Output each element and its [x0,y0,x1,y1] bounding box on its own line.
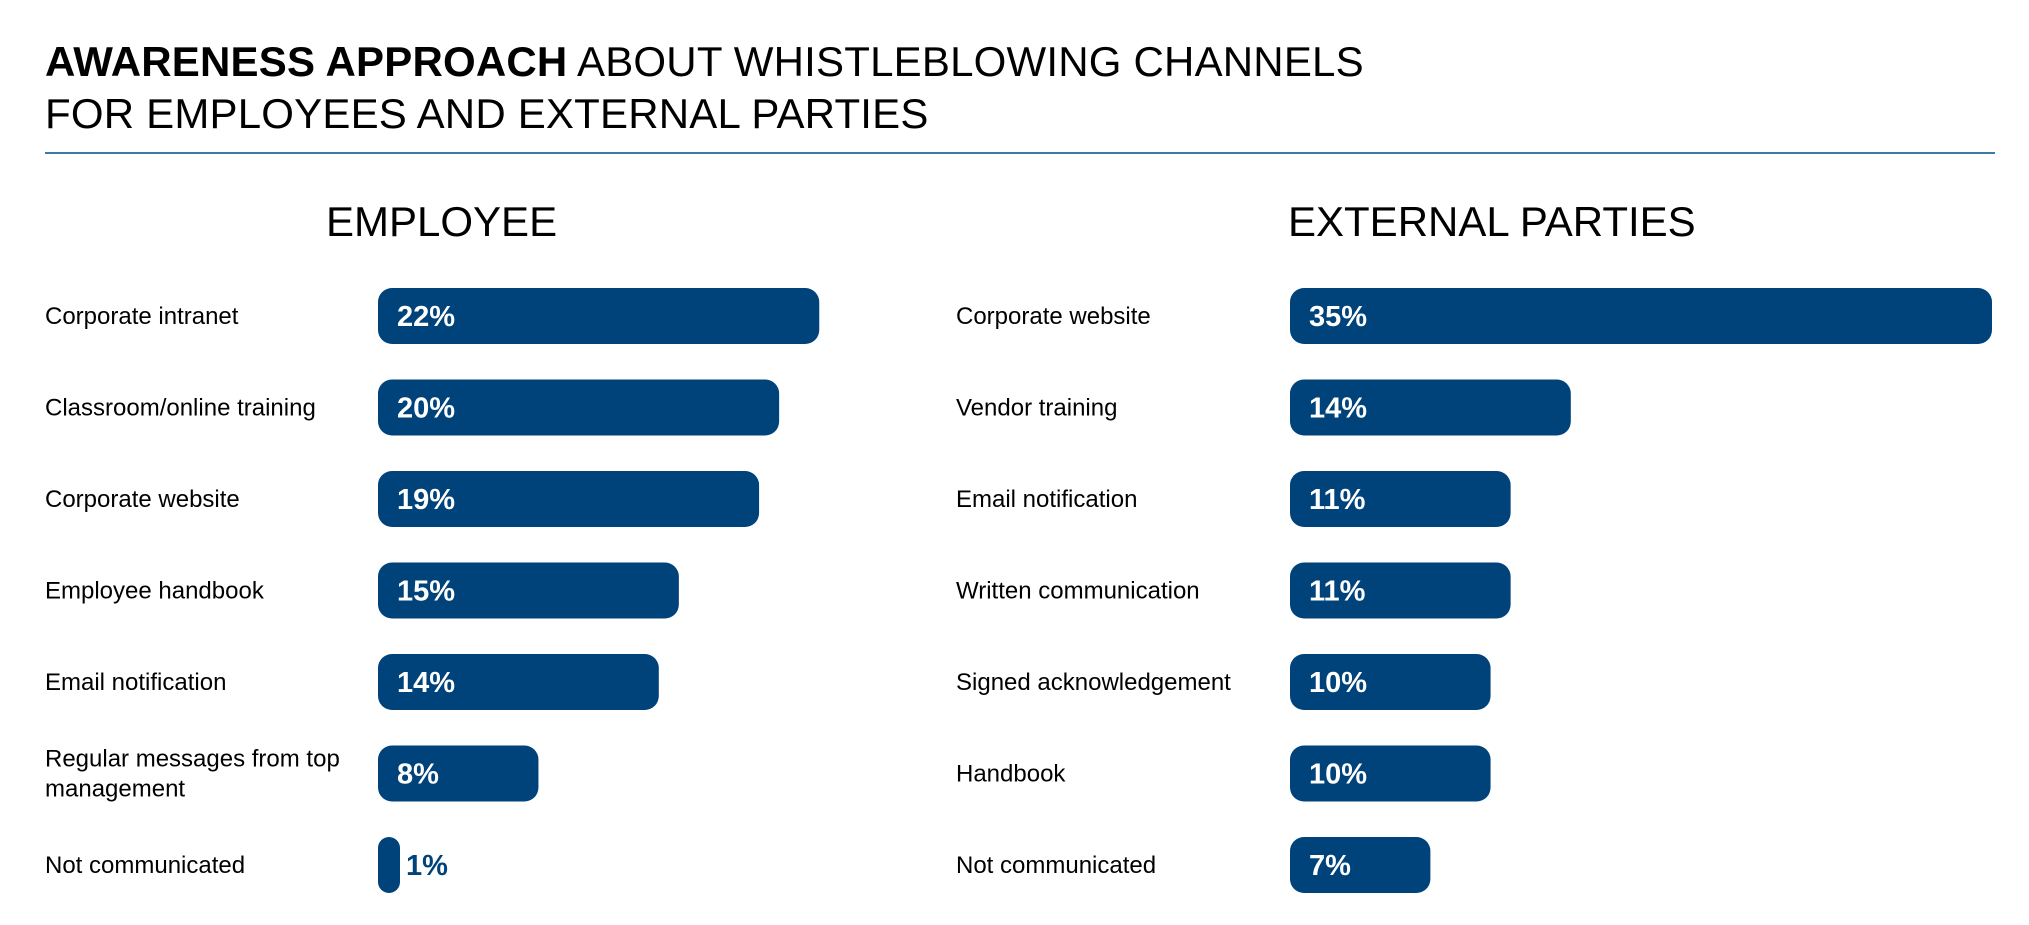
value-label: 35% [1309,301,1367,333]
category-label: Signed acknowledgement [956,669,1231,696]
bar [1290,837,1431,893]
bar [378,471,760,527]
value-label: 14% [397,667,455,699]
chart-title: AWARENESS APPROACH ABOUT WHISTLEBLOWING … [45,36,1364,140]
category-label: Vendor training [956,395,1117,422]
value-label: 11% [1309,576,1366,608]
bar [1290,562,1511,619]
value-label: 22% [397,301,455,333]
bar [378,379,780,436]
bar [1290,654,1491,710]
value-label: 8% [397,759,439,791]
value-label: 10% [1309,667,1367,699]
bar [378,837,400,893]
value-label: 20% [397,393,455,425]
value-label: 19% [397,484,455,516]
bar [378,562,679,619]
category-label: Not communicated [956,852,1156,879]
title-line-1: AWARENESS APPROACH ABOUT WHISTLEBLOWING … [45,36,1364,88]
category-label: Employee handbook [45,578,265,605]
value-label: 1% [406,850,448,882]
value-label: 15% [397,576,455,608]
category-label: Corporate intranet [45,303,239,330]
bar [1290,288,1992,344]
category-label: Email notification [45,669,226,696]
value-label: 7% [1309,850,1351,882]
bar [1290,745,1491,802]
title-rest: ABOUT WHISTLEBLOWING CHANNELS [567,38,1364,85]
category-label: Classroom/online training [45,395,316,422]
bar [1290,471,1511,527]
external-panel-title: EXTERNAL PARTIES [1288,198,1696,245]
category-label: Corporate website [956,303,1151,330]
title-line-2: FOR EMPLOYEES AND EXTERNAL PARTIES [45,90,929,137]
bar [378,288,820,344]
bar [378,745,539,802]
category-label: Written communication [956,578,1200,605]
value-label: 14% [1309,393,1367,425]
category-label: Corporate website [45,486,240,513]
title-bold: AWARENESS APPROACH [45,38,568,85]
category-label: Email notification [956,486,1137,513]
category-label: Handbook [956,761,1066,788]
value-label: 11% [1309,484,1366,516]
bar [1290,379,1571,436]
title-divider [45,152,1995,154]
value-label: 10% [1309,759,1367,791]
category-label: Not communicated [45,852,245,879]
bar [378,654,659,710]
category-label: Regular messages from top management [45,746,340,803]
employee-panel-title: EMPLOYEE [326,198,558,245]
